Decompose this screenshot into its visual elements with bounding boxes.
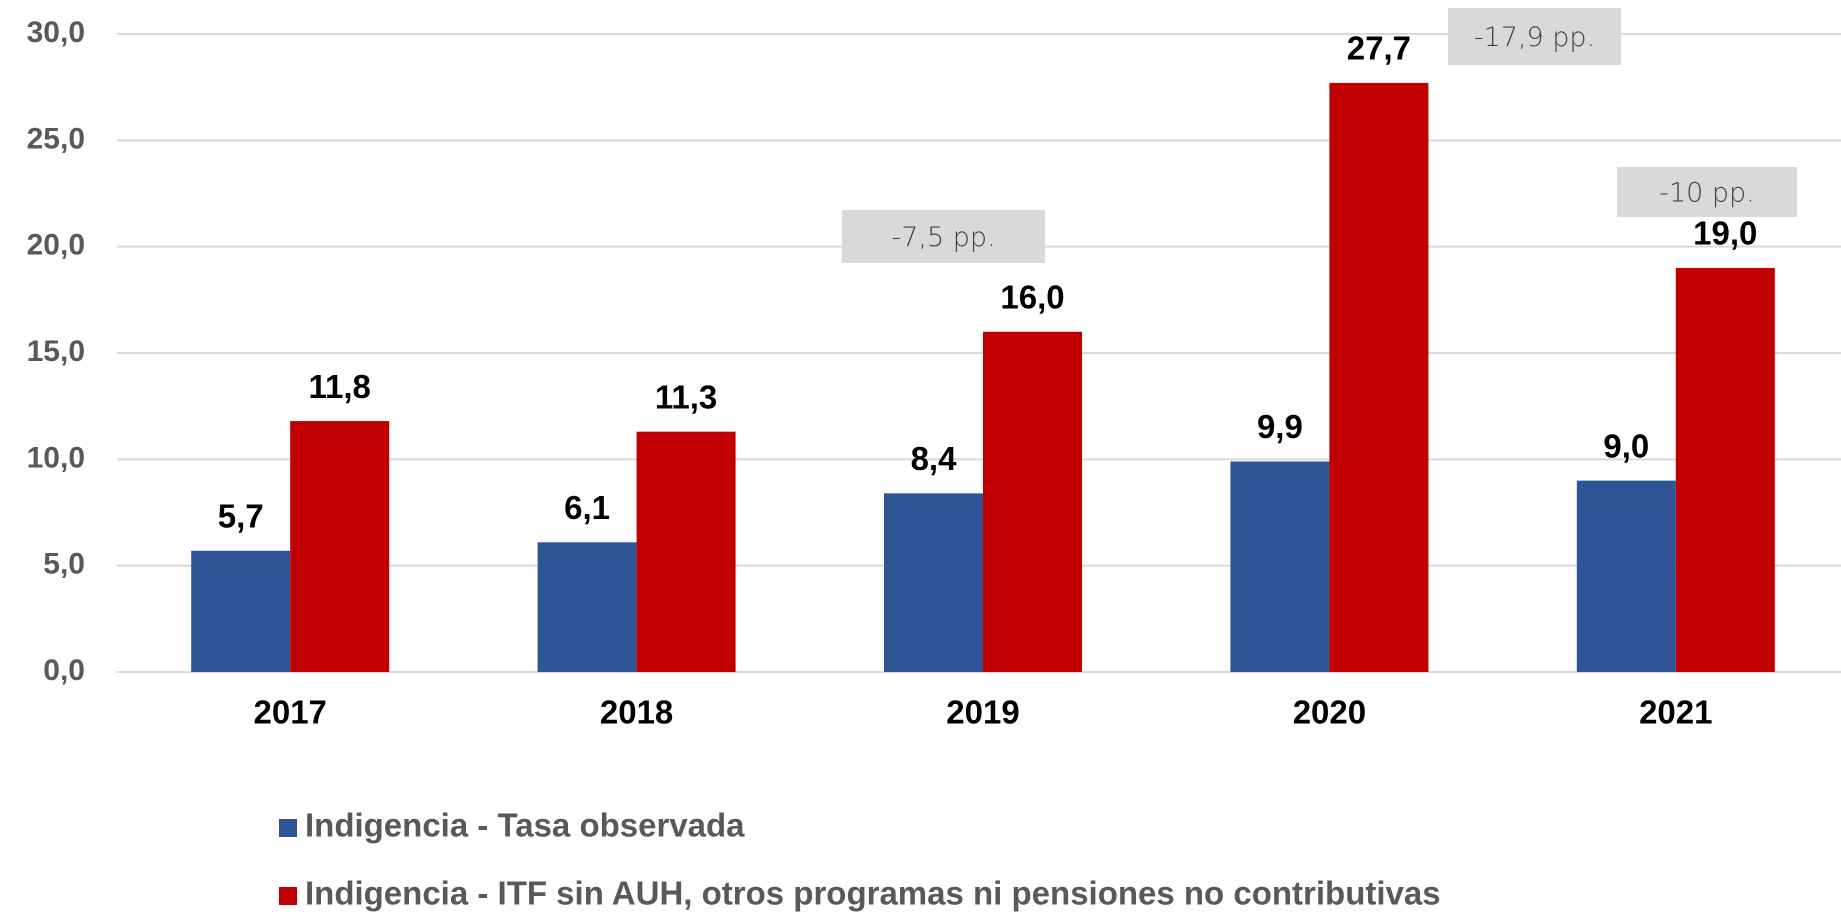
y-tick-label: 30,0 (27, 16, 85, 49)
data-label: 27,7 (1347, 30, 1411, 67)
legend-swatch (279, 887, 297, 905)
bar (537, 542, 637, 672)
annotation: -10 pp. (1659, 178, 1755, 209)
y-tick-label: 20,0 (27, 229, 85, 262)
data-label: 5,7 (218, 497, 264, 534)
x-tick-label: 2021 (1639, 694, 1712, 731)
y-tick-label: 0,0 (43, 654, 85, 687)
x-tick-label: 2020 (1293, 694, 1366, 731)
annotation-box (842, 210, 1045, 263)
data-label: 9,0 (1603, 427, 1649, 464)
y-tick-label: 25,0 (27, 122, 85, 155)
y-tick-label: 15,0 (27, 335, 85, 368)
bar (983, 331, 1082, 672)
bar (1329, 82, 1429, 672)
bar (1576, 480, 1676, 672)
bar (290, 421, 390, 672)
x-tick-label: 2017 (253, 694, 326, 731)
bar (191, 550, 291, 672)
annotation-box (1448, 8, 1621, 65)
x-tick-label: 2019 (946, 694, 1019, 731)
annotation: -17,9 pp. (1474, 22, 1595, 53)
bar (1230, 461, 1330, 672)
y-tick-label: 10,0 (27, 441, 85, 474)
bar (884, 493, 983, 672)
legend-label: Indigencia - ITF sin AUH, otros programa… (305, 875, 1441, 912)
annotation: -7,5 pp. (891, 222, 995, 253)
data-label: 11,3 (655, 378, 717, 415)
y-tick-label: 5,0 (43, 548, 85, 581)
annotation-box (1617, 167, 1797, 217)
bar (636, 431, 736, 672)
bar (1675, 267, 1775, 672)
data-label: 11,8 (308, 368, 370, 405)
data-label: 8,4 (911, 440, 958, 477)
data-label: 19,0 (1693, 215, 1757, 252)
legend-label: Indigencia - Tasa observada (305, 807, 745, 844)
data-label: 6,1 (564, 489, 610, 526)
legend-swatch (279, 819, 297, 837)
x-tick-label: 2018 (600, 694, 673, 731)
data-label: 9,9 (1257, 408, 1303, 445)
data-label: 16,0 (1000, 278, 1064, 315)
